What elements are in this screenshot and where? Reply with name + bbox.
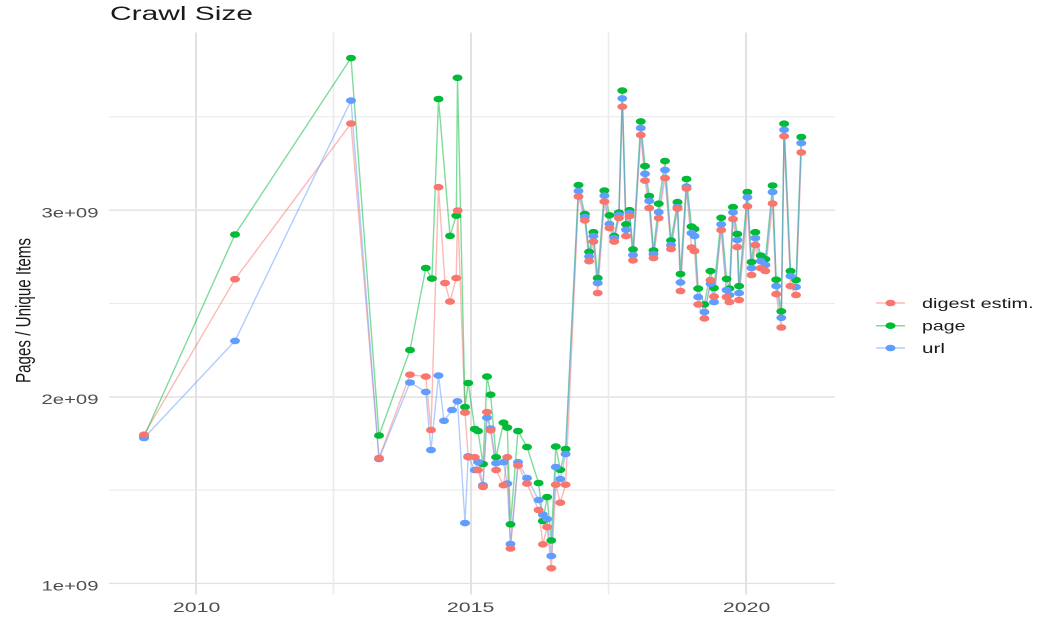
svg-text:digest estim.: digest estim. (922, 295, 1034, 311)
svg-text:url: url (922, 340, 945, 356)
svg-text:3e+09: 3e+09 (42, 204, 99, 220)
svg-text:Pages / Unique Items: Pages / Unique Items (11, 238, 35, 383)
svg-text:page: page (922, 318, 966, 334)
svg-text:2e+09: 2e+09 (42, 391, 99, 407)
svg-text:1e+09: 1e+09 (42, 578, 99, 594)
svg-text:Crawl Size: Crawl Size (110, 4, 253, 25)
svg-text:2015: 2015 (447, 599, 495, 615)
svg-text:2010: 2010 (173, 599, 221, 615)
svg-text:2020: 2020 (723, 599, 771, 615)
